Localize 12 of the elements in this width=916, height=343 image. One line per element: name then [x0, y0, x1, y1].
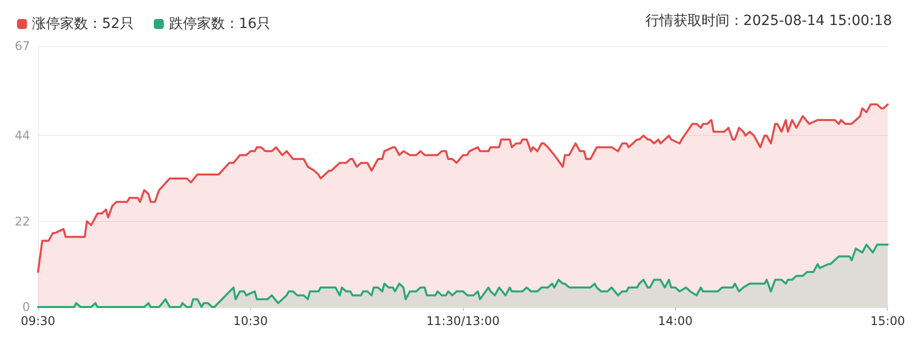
text: 行情获取时间：2025-08-14 15:00:18: [645, 13, 892, 29]
x-tick-label: 09:30: [20, 314, 56, 328]
x-tick-label: 14:00: [658, 314, 693, 328]
legend-label: 跌停家数：16只: [168, 16, 271, 32]
x-tick-label: 11:30/13:00: [426, 314, 500, 328]
x-tick-label: 10:30: [233, 314, 268, 328]
legend-label: 涨停家数：52只: [32, 16, 134, 32]
x-tick-label: 15:00: [870, 314, 906, 328]
y-tick-label: 0: [22, 300, 30, 314]
y-tick-label: 44: [14, 128, 30, 143]
y-tick-label: 67: [14, 39, 30, 53]
y-tick-label: 22: [14, 214, 30, 228]
